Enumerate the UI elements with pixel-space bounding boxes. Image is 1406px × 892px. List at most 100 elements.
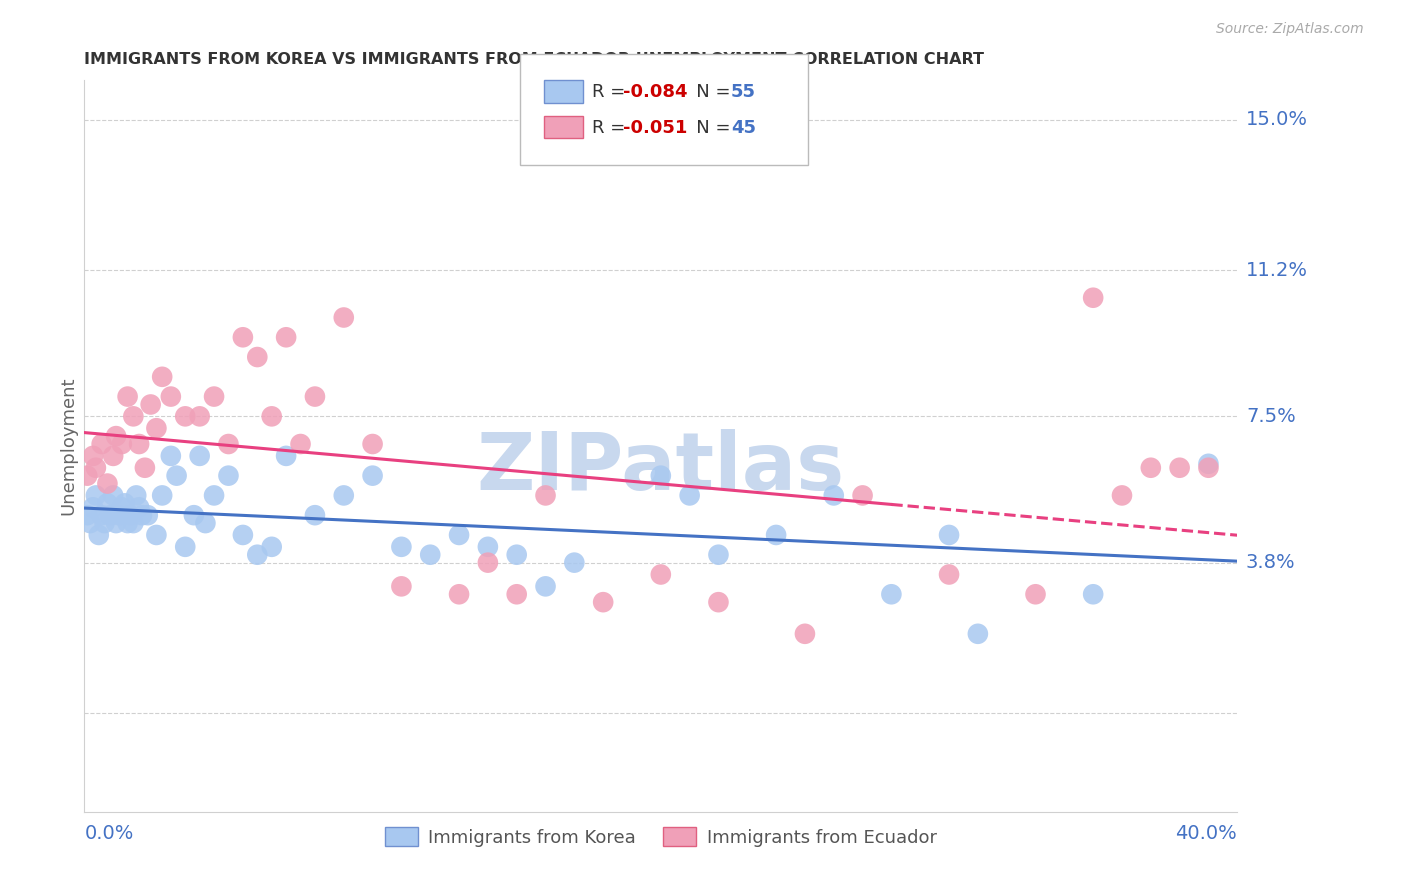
Point [218, 468, 240, 483]
Y-axis label: Unemployment: Unemployment [59, 376, 77, 516]
Point [1083, 587, 1105, 601]
Point [98, 508, 121, 523]
Point [419, 548, 441, 562]
Point [128, 437, 150, 451]
Point [534, 579, 557, 593]
Point [134, 460, 156, 475]
Text: 0.0%: 0.0% [84, 823, 134, 843]
Point [1083, 291, 1105, 305]
Point [117, 516, 139, 530]
Point [174, 540, 197, 554]
Text: Source: ZipAtlas.com: Source: ZipAtlas.com [1216, 22, 1364, 37]
Point [276, 330, 298, 344]
Point [218, 437, 240, 451]
Point [361, 468, 384, 483]
Point [111, 437, 134, 451]
Point [967, 627, 990, 641]
Point [304, 508, 326, 523]
Point [114, 496, 136, 510]
Point [87, 528, 110, 542]
Point [76, 468, 98, 483]
Point [564, 556, 586, 570]
Point [96, 496, 118, 510]
Point [391, 540, 413, 554]
Point [765, 528, 787, 542]
Point [246, 548, 269, 562]
Point [183, 508, 205, 523]
Point [333, 488, 356, 502]
Point [90, 508, 112, 523]
Text: R =: R = [592, 119, 631, 136]
Point [82, 500, 104, 515]
Point [260, 409, 283, 424]
Point [477, 556, 499, 570]
Text: 55: 55 [731, 83, 756, 101]
Point [1025, 587, 1047, 601]
Point [449, 528, 471, 542]
Text: 11.2%: 11.2% [1246, 260, 1308, 279]
Point [79, 516, 101, 530]
Point [93, 516, 115, 530]
Point [650, 567, 672, 582]
Point [290, 437, 312, 451]
Point [160, 390, 183, 404]
Point [76, 508, 98, 523]
Point [232, 528, 254, 542]
Point [276, 449, 298, 463]
Point [122, 516, 145, 530]
Point [139, 397, 162, 411]
Point [1198, 457, 1220, 471]
Point [105, 429, 128, 443]
Point [103, 488, 124, 502]
Point [188, 409, 211, 424]
Point [84, 460, 107, 475]
Point [1111, 488, 1133, 502]
Point [108, 508, 131, 523]
Point [506, 587, 529, 601]
Point [174, 409, 197, 424]
Point [188, 449, 211, 463]
Point [122, 409, 145, 424]
Point [679, 488, 702, 502]
Text: N =: N = [679, 83, 737, 101]
Point [84, 488, 107, 502]
Point [145, 528, 167, 542]
Point [707, 548, 730, 562]
Point [592, 595, 614, 609]
Point [880, 587, 903, 601]
Point [150, 488, 173, 502]
Text: 15.0%: 15.0% [1246, 111, 1308, 129]
Point [232, 330, 254, 344]
Point [120, 508, 142, 523]
Point [1198, 460, 1220, 475]
Text: ZIPatlas: ZIPatlas [477, 429, 845, 507]
Point [333, 310, 356, 325]
Legend: Immigrants from Korea, Immigrants from Ecuador: Immigrants from Korea, Immigrants from E… [378, 820, 943, 854]
Text: IMMIGRANTS FROM KOREA VS IMMIGRANTS FROM ECUADOR UNEMPLOYMENT CORRELATION CHART: IMMIGRANTS FROM KOREA VS IMMIGRANTS FROM… [84, 52, 984, 67]
Text: 7.5%: 7.5% [1246, 407, 1296, 425]
Point [534, 488, 557, 502]
Point [117, 390, 139, 404]
Point [823, 488, 845, 502]
Point [1140, 460, 1163, 475]
Text: N =: N = [679, 119, 737, 136]
Point [103, 449, 124, 463]
Point [260, 540, 283, 554]
Point [96, 476, 118, 491]
Point [449, 587, 471, 601]
Point [202, 488, 225, 502]
Point [202, 390, 225, 404]
Text: -0.051: -0.051 [623, 119, 688, 136]
Point [125, 488, 148, 502]
Point [477, 540, 499, 554]
Point [304, 390, 326, 404]
Point [90, 437, 112, 451]
Point [160, 449, 183, 463]
Point [194, 516, 217, 530]
Point [707, 595, 730, 609]
Point [166, 468, 188, 483]
Point [150, 369, 173, 384]
Point [246, 350, 269, 364]
Point [938, 528, 960, 542]
Point [506, 548, 529, 562]
